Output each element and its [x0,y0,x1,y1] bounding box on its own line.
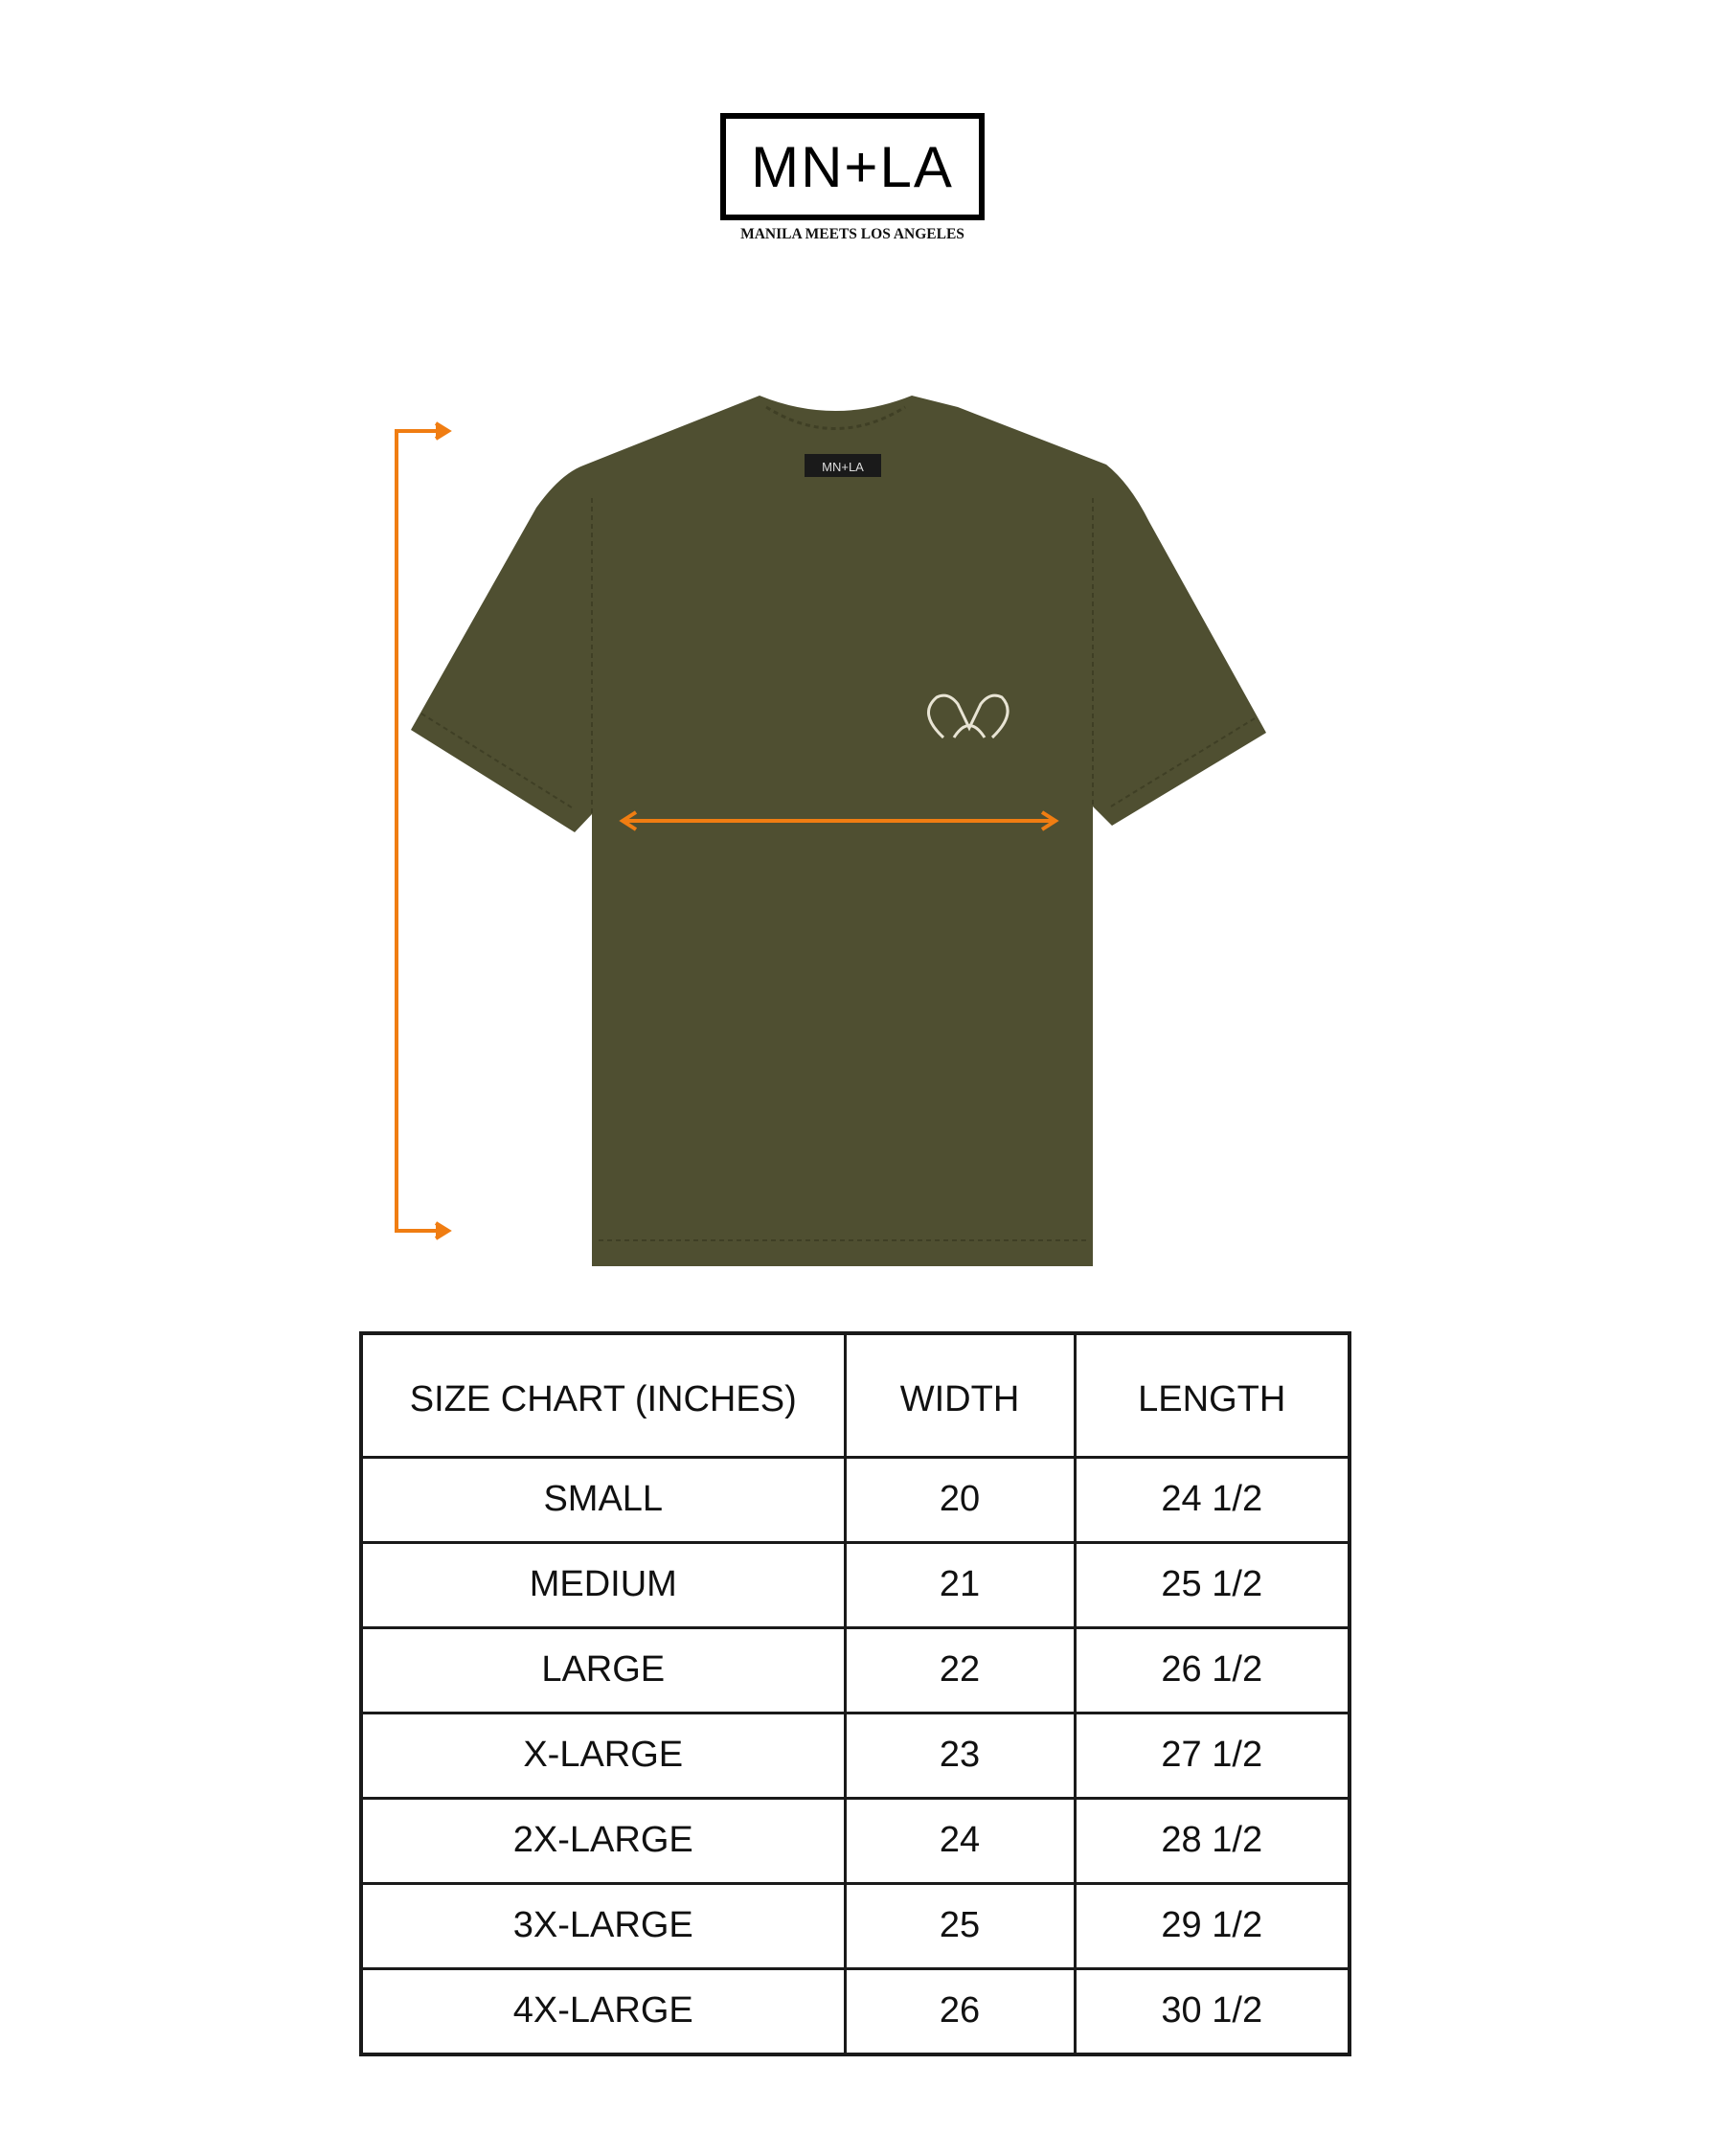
cell-size: SMALL [359,1456,847,1544]
cell-size: 3X-LARGE [359,1881,847,1970]
table-row: SMALL 20 24 1/2 [359,1456,1351,1544]
table-row: 4X-LARGE 26 30 1/2 [359,1966,1351,2056]
table-row: X-LARGE 23 27 1/2 [359,1711,1351,1800]
cell-size: X-LARGE [359,1711,847,1800]
logo-text: MN+LA [751,134,954,199]
table-row: LARGE 22 26 1/2 [359,1625,1351,1714]
cell-size: LARGE [359,1625,847,1714]
cell-length: 30 1/2 [1073,1966,1351,2056]
cell-length: 24 1/2 [1073,1456,1351,1544]
cell-width: 24 [843,1796,1077,1885]
cell-size: MEDIUM [359,1540,847,1629]
cell-length: 25 1/2 [1073,1540,1351,1629]
cell-size: 2X-LARGE [359,1796,847,1885]
neck-label: MN+LA [805,454,881,477]
table-row: 3X-LARGE 25 29 1/2 [359,1881,1351,1970]
header-size: SIZE CHART (INCHES) [359,1331,847,1459]
cell-width: 21 [843,1540,1077,1629]
table-row: 2X-LARGE 24 28 1/2 [359,1796,1351,1885]
cell-size: 4X-LARGE [359,1966,847,2056]
svg-text:MN+LA: MN+LA [822,460,864,474]
length-arrow [395,421,452,1240]
cell-width: 22 [843,1625,1077,1714]
header-length: LENGTH [1073,1331,1351,1459]
cell-width: 23 [843,1711,1077,1800]
cell-width: 26 [843,1966,1077,2056]
tshirt-body [411,396,1266,1266]
chest-emblem-icon [927,693,1009,739]
cell-length: 28 1/2 [1073,1796,1351,1885]
brand-tagline: MANILA MEETS LOS ANGELES [740,226,964,242]
table-header-row: SIZE CHART (INCHES) WIDTH LENGTH [359,1331,1351,1459]
width-arrow [619,810,1059,831]
cell-width: 20 [843,1456,1077,1544]
brand-logo: MN+LA [720,113,985,220]
header-width: WIDTH [843,1331,1077,1459]
size-chart-table: SIZE CHART (INCHES) WIDTH LENGTH SMALL 20… [359,1331,1351,2056]
cell-length: 27 1/2 [1073,1711,1351,1800]
cell-length: 29 1/2 [1073,1881,1351,1970]
cell-length: 26 1/2 [1073,1625,1351,1714]
cell-width: 25 [843,1881,1077,1970]
table-row: MEDIUM 21 25 1/2 [359,1540,1351,1629]
